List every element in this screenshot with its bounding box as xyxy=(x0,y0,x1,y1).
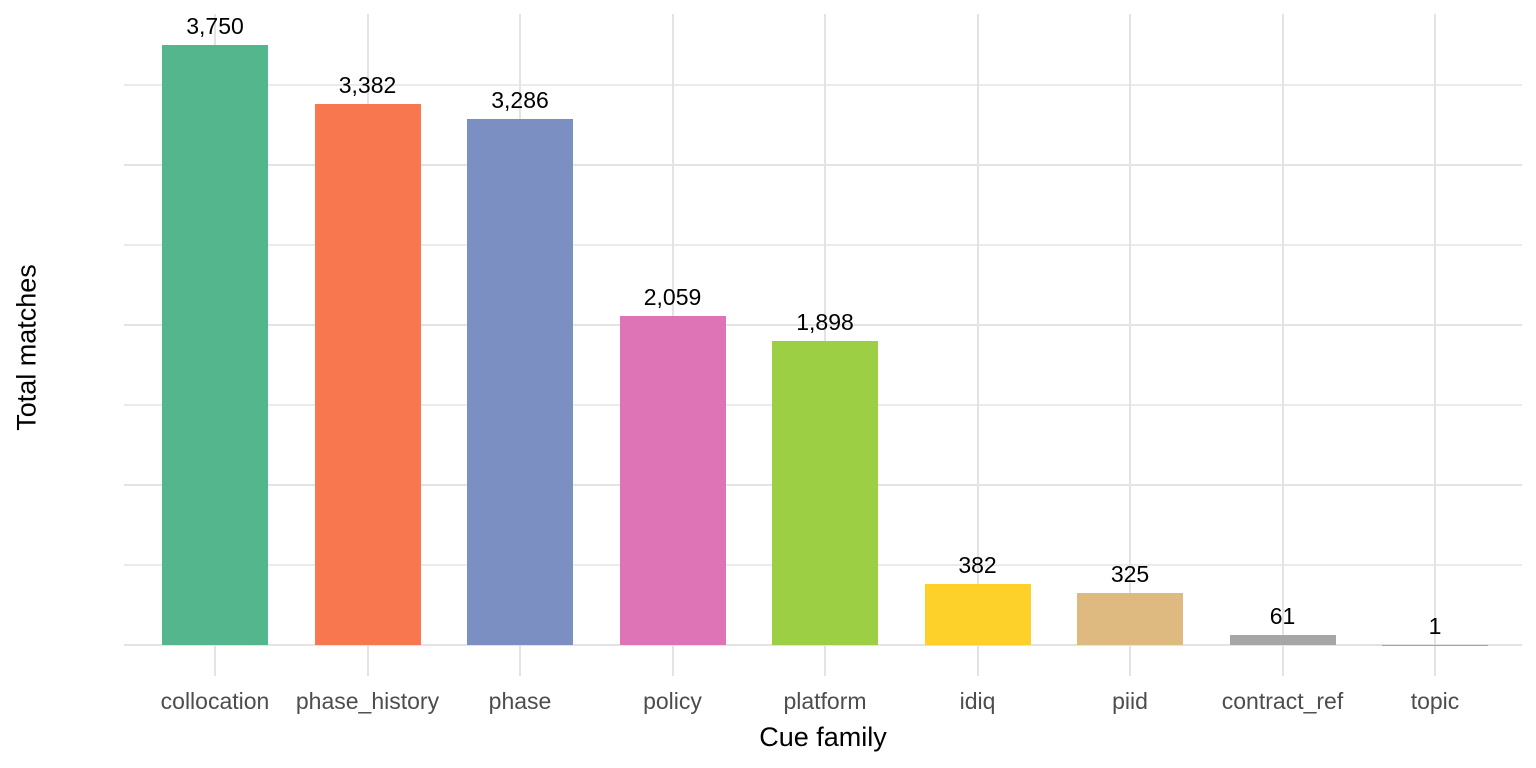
x-axis-tick-label-phase_history: phase_history xyxy=(295,688,440,714)
major-gridline xyxy=(124,324,1522,326)
bar-value-label: 325 xyxy=(1110,561,1150,587)
x-axis-tick-label-platform: platform xyxy=(783,688,867,714)
bar-collocation xyxy=(162,45,268,645)
x-axis-tick-label-phase: phase xyxy=(488,688,552,714)
x-axis-tick-label-policy: policy xyxy=(643,688,702,714)
category-gridline xyxy=(1129,14,1131,676)
x-axis-tick-label-piid: piid xyxy=(1112,688,1148,714)
bar-policy xyxy=(619,315,726,645)
bar-value-label: 3,750 xyxy=(186,13,244,39)
major-gridline xyxy=(124,164,1522,166)
bar-phase_history xyxy=(314,103,421,645)
x-axis-tick-label-idiq: idiq xyxy=(959,688,996,714)
y-axis-title: Total matches xyxy=(11,264,42,431)
bar-value-label: 1,898 xyxy=(796,309,854,336)
bar-platform xyxy=(772,341,878,645)
bar-value-label: 382 xyxy=(958,551,997,578)
minor-gridline xyxy=(124,244,1522,246)
bar-value-label: 61 xyxy=(1269,603,1296,630)
x-axis-tick-label-contract_ref: contract_ref xyxy=(1221,688,1344,714)
x-axis-tick-label-topic: topic xyxy=(1410,688,1460,714)
category-gridline xyxy=(1281,14,1284,676)
bar-contract_ref xyxy=(1229,635,1336,645)
bar-phase xyxy=(467,119,573,645)
bar-idiq xyxy=(924,583,1031,645)
bar-value-label: 2,059 xyxy=(643,283,702,310)
bar-piid xyxy=(1077,593,1183,645)
minor-gridline xyxy=(124,84,1522,86)
x-axis-title: Cue family xyxy=(759,722,887,752)
bar-value-label: 3,382 xyxy=(338,71,397,98)
category-gridline xyxy=(1434,14,1436,676)
major-gridline xyxy=(124,644,1522,646)
bar-value-label: 3,286 xyxy=(491,87,549,114)
category-gridline xyxy=(976,14,979,676)
x-axis-tick-label-collocation: collocation xyxy=(160,688,270,714)
bar-value-label: 1 xyxy=(1428,612,1442,639)
